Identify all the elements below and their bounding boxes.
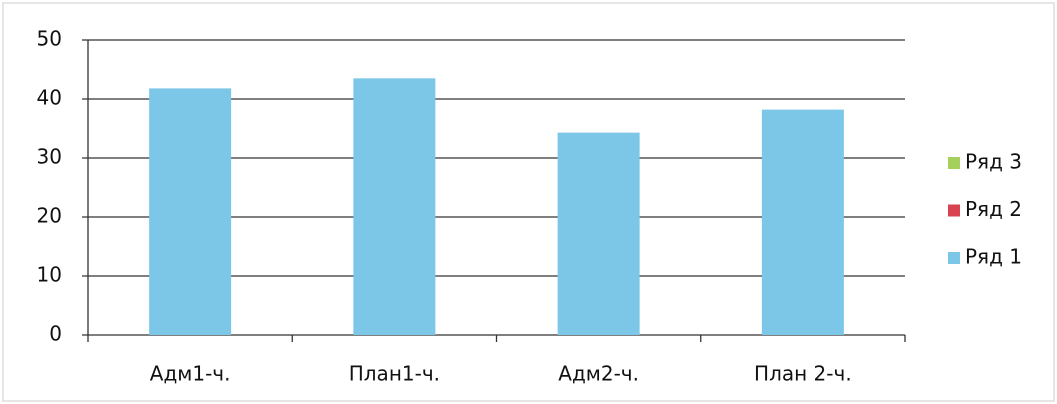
y-tick-label: 0 [49,322,62,346]
legend-label: Ряд 2 [965,197,1022,221]
x-tick-label: План 2-ч. [754,362,852,386]
legend-label: Ряд 3 [965,150,1022,174]
bar [353,78,436,335]
x-tick-label: Адм1-ч. [150,362,231,386]
bar [761,109,844,336]
x-tick-label: План1-ч. [349,362,440,386]
bar [149,88,232,335]
y-tick-label: 50 [37,27,62,51]
legend-swatch [948,252,960,264]
legend-swatch [948,204,960,217]
y-tick-label: 30 [37,145,62,169]
legend-swatch [948,157,960,169]
x-tick-label: Адм2-ч. [558,362,639,386]
bar [557,132,640,335]
legend-label: Ряд 1 [965,245,1022,269]
y-tick-label: 20 [37,204,62,228]
y-tick-label: 10 [37,263,62,287]
y-tick-label: 40 [37,86,62,110]
